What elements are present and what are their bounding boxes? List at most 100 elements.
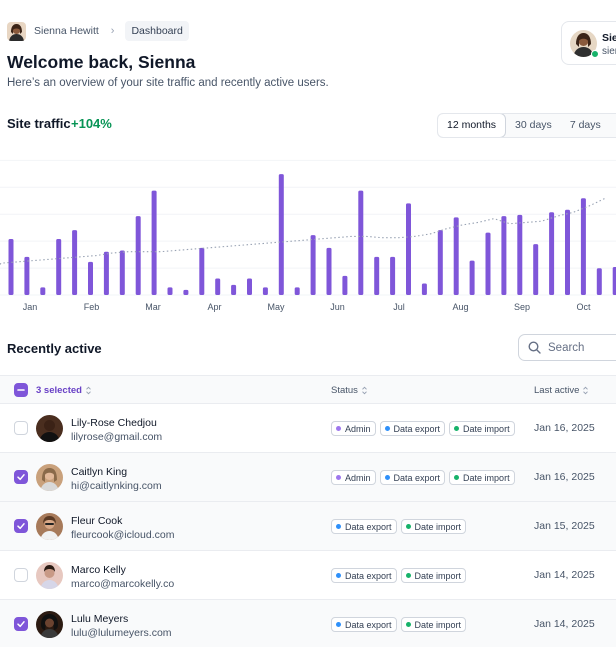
status-column-label: Status bbox=[331, 385, 358, 396]
chart-bar[interactable] bbox=[56, 239, 61, 295]
chart-bar[interactable] bbox=[215, 278, 220, 295]
search-input[interactable]: Search bbox=[518, 334, 616, 361]
row-checkbox[interactable] bbox=[14, 470, 28, 484]
chart-bar[interactable] bbox=[263, 287, 268, 295]
chart-bar[interactable] bbox=[199, 248, 204, 295]
last-active-date: Jan 16, 2025 bbox=[534, 422, 595, 434]
chart-bar[interactable] bbox=[295, 287, 300, 295]
chart-bar[interactable] bbox=[549, 212, 554, 295]
chart-bar[interactable] bbox=[597, 268, 602, 295]
account-name: Sie bbox=[602, 32, 616, 44]
status-dot bbox=[336, 475, 341, 480]
table-row[interactable]: Fleur Cook fleurcook@icloud.com Data expor… bbox=[0, 502, 616, 551]
user-avatar bbox=[36, 464, 63, 491]
table-row[interactable]: Marco Kelly marco@marcokelly.co Data expor… bbox=[0, 551, 616, 600]
chart-bar[interactable] bbox=[342, 276, 347, 295]
status-badge-label: Admin bbox=[345, 424, 371, 434]
last-active-column-header[interactable]: Last active bbox=[534, 385, 589, 396]
range-12-months[interactable]: 12 months bbox=[437, 113, 506, 138]
chart-bar[interactable] bbox=[501, 216, 506, 295]
chart-month-label: Feb bbox=[84, 302, 100, 312]
chart-bar[interactable] bbox=[438, 230, 443, 295]
online-status-dot bbox=[591, 50, 599, 58]
chart-bar[interactable] bbox=[390, 257, 395, 295]
status-dot bbox=[336, 524, 341, 529]
chart-month-label: Apr bbox=[207, 302, 221, 312]
chart-bar[interactable] bbox=[9, 239, 14, 295]
status-badge: Date import bbox=[401, 519, 467, 534]
status-badge: Data export bbox=[380, 470, 446, 485]
chart-bar[interactable] bbox=[24, 257, 29, 295]
chart-bar[interactable] bbox=[183, 290, 188, 295]
chart-bar[interactable] bbox=[136, 216, 141, 295]
status-badge: Admin bbox=[331, 470, 376, 485]
chart-month-label: Jul bbox=[393, 302, 405, 312]
account-email: sier bbox=[602, 46, 616, 57]
chart-bar[interactable] bbox=[581, 198, 586, 295]
chart-bar[interactable] bbox=[247, 278, 252, 295]
status-column-header[interactable]: Status bbox=[331, 385, 368, 396]
chart-bar[interactable] bbox=[231, 285, 236, 295]
chart-bar[interactable] bbox=[40, 287, 45, 295]
chart-bar[interactable] bbox=[279, 174, 284, 295]
breadcrumb-current[interactable]: Dashboard bbox=[125, 21, 188, 41]
chart-bar[interactable] bbox=[104, 252, 109, 295]
last-active-date: Jan 15, 2025 bbox=[534, 520, 595, 532]
row-checkbox[interactable] bbox=[14, 519, 28, 533]
chart-bar[interactable] bbox=[486, 233, 491, 295]
chart-bar[interactable] bbox=[406, 203, 411, 295]
traffic-change: +104% bbox=[71, 116, 112, 131]
table-row[interactable]: Lulu Meyers lulu@lulumeyers.com Data expor… bbox=[0, 600, 616, 647]
range-7-days[interactable]: 7 days bbox=[561, 114, 610, 137]
status-badge-label: Data export bbox=[345, 620, 392, 630]
row-checkbox[interactable] bbox=[14, 617, 28, 631]
user-avatar bbox=[36, 611, 63, 638]
status-badge-label: Data export bbox=[345, 522, 392, 532]
chart-month-label: Sep bbox=[514, 302, 530, 312]
row-checkbox[interactable] bbox=[14, 421, 28, 435]
selected-count: 3 selected bbox=[36, 385, 82, 396]
chart-bar[interactable] bbox=[517, 215, 522, 295]
chart-bar[interactable] bbox=[533, 244, 538, 295]
user-avatar[interactable] bbox=[7, 22, 26, 41]
range-24-hours[interactable]: 2 bbox=[610, 114, 616, 137]
chart-bar[interactable] bbox=[358, 191, 363, 295]
user-name: Lulu Meyers bbox=[71, 613, 128, 625]
status-badges: Data export Date import bbox=[331, 617, 466, 632]
chart-bar[interactable] bbox=[327, 248, 332, 295]
page-subtitle: Here’s an overview of your site traffic … bbox=[7, 77, 329, 89]
account-card[interactable]: Sie sier bbox=[561, 21, 616, 65]
user-name: Fleur Cook bbox=[71, 515, 122, 527]
user-name: Marco Kelly bbox=[71, 564, 126, 576]
selected-count-header[interactable]: 3 selected bbox=[36, 385, 92, 396]
row-checkbox[interactable] bbox=[14, 568, 28, 582]
status-badge-label: Data export bbox=[394, 473, 441, 483]
chart-bar[interactable] bbox=[422, 284, 427, 295]
table-row[interactable]: Caitlyn King hi@caitlynking.com Admin Data … bbox=[0, 453, 616, 502]
user-avatar bbox=[36, 562, 63, 589]
chart-bar[interactable] bbox=[565, 210, 570, 295]
sort-icon bbox=[361, 386, 368, 395]
breadcrumb-user[interactable]: Sienna Hewitt bbox=[34, 25, 99, 37]
user-email: lulu@lulumeyers.com bbox=[71, 627, 172, 639]
range-30-days[interactable]: 30 days bbox=[506, 114, 561, 137]
status-badge-label: Date import bbox=[463, 473, 510, 483]
chart-month-label: Aug bbox=[452, 302, 468, 312]
chart-bar[interactable] bbox=[470, 261, 475, 295]
table-row[interactable]: Lily-Rose Chedjou lilyrose@gmail.com Admin… bbox=[0, 404, 616, 453]
chart-bar[interactable] bbox=[152, 191, 157, 295]
chart-bar[interactable] bbox=[72, 230, 77, 295]
status-dot bbox=[336, 622, 341, 627]
user-avatar bbox=[36, 415, 63, 442]
chart-bar[interactable] bbox=[454, 217, 459, 295]
chart-bar[interactable] bbox=[374, 257, 379, 295]
status-badge: Data export bbox=[331, 519, 397, 534]
chart-bar[interactable] bbox=[311, 235, 316, 295]
chart-bar[interactable] bbox=[168, 287, 173, 295]
chart-bar[interactable] bbox=[88, 262, 93, 295]
select-all-checkbox[interactable] bbox=[14, 383, 28, 397]
chart-bar[interactable] bbox=[120, 250, 125, 295]
status-badges: Admin Data export Date import bbox=[331, 421, 515, 436]
status-badge-label: Date import bbox=[415, 571, 462, 581]
status-badge: Data export bbox=[380, 421, 446, 436]
